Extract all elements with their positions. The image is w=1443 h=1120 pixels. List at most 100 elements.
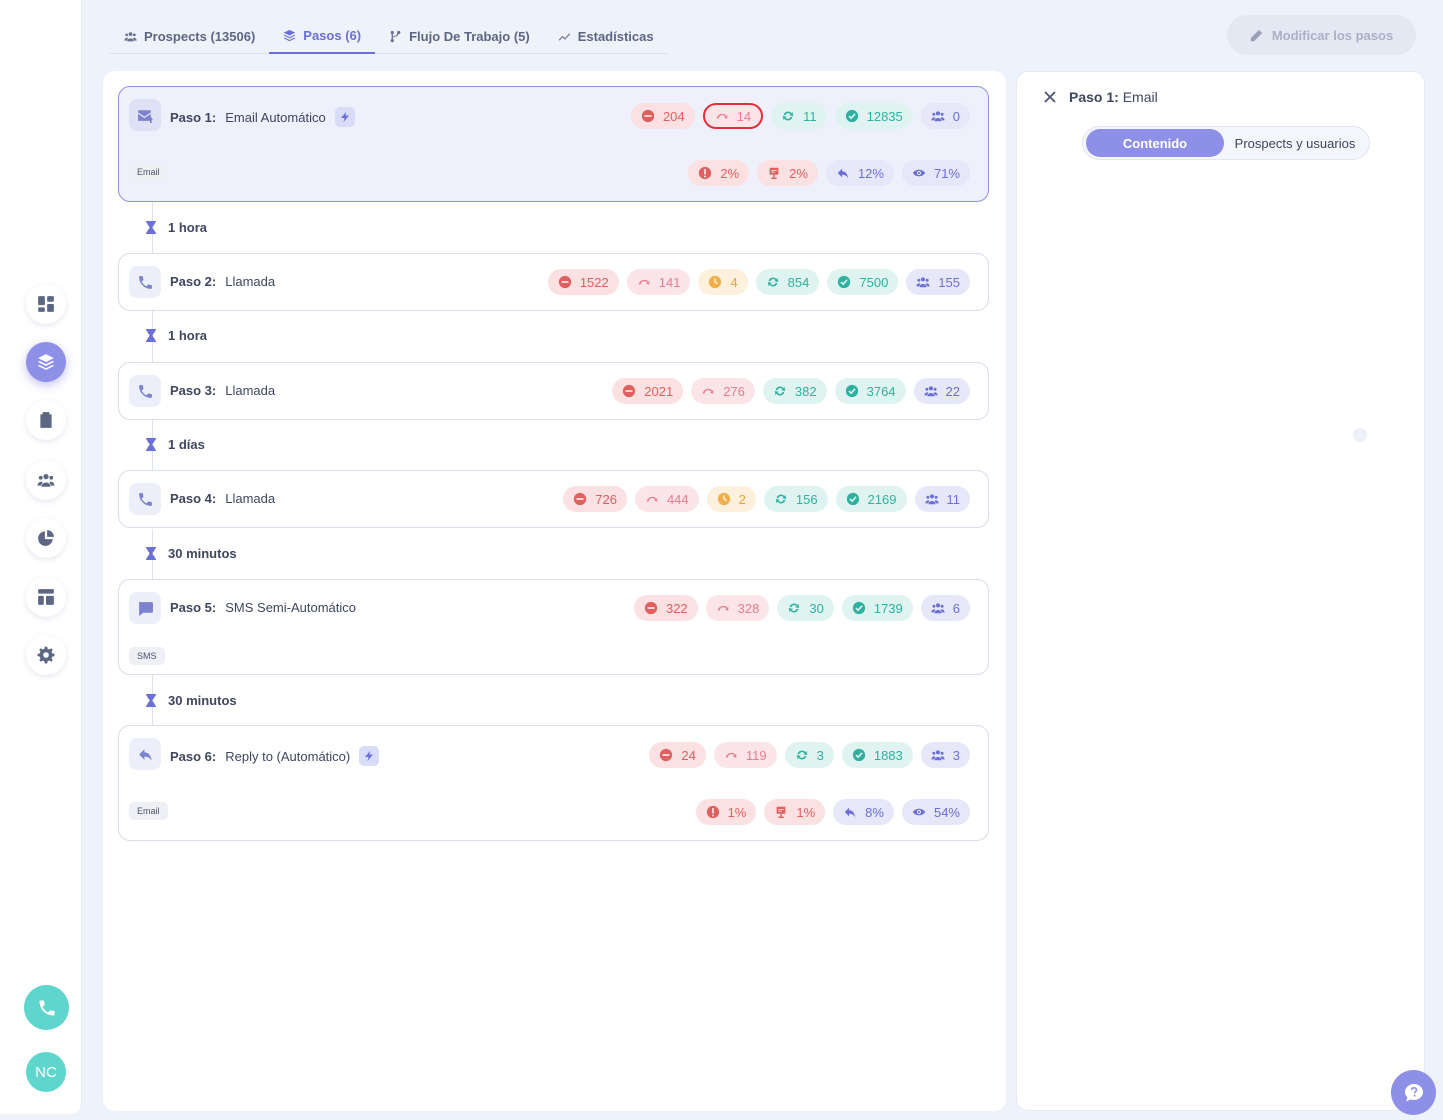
sidebar-item-dashboard[interactable] [26, 284, 66, 324]
step-card-6[interactable]: Paso 6: Reply to (Automático) Email 24 1… [118, 725, 989, 841]
tab-stats[interactable]: Estadísticas [544, 18, 668, 54]
rate-reply[interactable]: 8% [833, 799, 894, 825]
stat-skipped[interactable]: 14 [702, 103, 764, 129]
tab-label: Prospects (13506) [144, 28, 256, 44]
minus-icon [573, 492, 587, 506]
step-card-1[interactable]: Paso 1: Email Automático Email 204 14 11… [118, 86, 989, 202]
step-prefix: Paso 5: [170, 600, 217, 615]
stat-prospects[interactable]: 155 [906, 269, 970, 295]
stat-completed[interactable]: 1883 [841, 742, 913, 768]
rate-error[interactable]: 1% [695, 799, 757, 825]
step-name: Llamada [225, 274, 276, 289]
users-icon [931, 109, 945, 123]
step-prefix: Paso 3: [170, 383, 217, 398]
tab-prospects[interactable]: Prospects (13506) [110, 18, 269, 54]
users-icon [931, 748, 945, 762]
hourglass-icon [146, 329, 156, 342]
step-stats: 204 14 11 12835 0 [630, 103, 970, 129]
users-icon [37, 474, 55, 487]
stat-completed[interactable]: 3764 [834, 378, 906, 404]
stat-failed[interactable]: 2021 [612, 378, 684, 404]
rate-error[interactable]: 2% [688, 160, 750, 186]
step-title: Paso 4: Llamada [170, 491, 275, 506]
stat-in-progress[interactable]: 854 [755, 269, 820, 295]
rate-bounce[interactable]: 1% [764, 799, 826, 825]
hourglass-icon [146, 694, 156, 707]
stat-failed[interactable]: 1522 [547, 269, 619, 295]
sidebar-item-sequences[interactable] [26, 342, 66, 382]
stat-prospects[interactable]: 22 [913, 378, 970, 404]
stat-failed[interactable]: 204 [630, 103, 695, 129]
sidebar-item-tasks[interactable] [26, 400, 66, 440]
help-chat-icon [1404, 1083, 1423, 1101]
step-name: Llamada [225, 491, 276, 506]
segment-prospects-users[interactable]: Prospects y usuarios [1234, 135, 1356, 151]
stat-prospects[interactable]: 3 [920, 742, 970, 768]
sidebar-item-settings[interactable] [26, 635, 66, 675]
layers-icon [284, 29, 296, 41]
segment-content[interactable]: Contenido [1086, 129, 1224, 157]
modify-steps-button[interactable]: Modificar los pasos [1227, 15, 1416, 55]
sidebar-item-contacts[interactable] [26, 460, 66, 500]
step-card-3[interactable]: Paso 3: Llamada 2021 276 382 3764 22 [118, 362, 989, 420]
step-card-5[interactable]: Paso 5: SMS Semi-Automático SMS 322 328 … [118, 579, 989, 675]
stat-skipped[interactable]: 444 [634, 486, 699, 512]
rate-value: 1% [727, 804, 747, 820]
rate-open[interactable]: 71% [901, 160, 970, 186]
stat-in-progress[interactable]: 3 [784, 742, 834, 768]
stat-failed[interactable]: 726 [563, 486, 627, 512]
stat-completed[interactable]: 2169 [835, 486, 907, 512]
dialer-button[interactable] [24, 985, 69, 1030]
minus-icon [659, 748, 673, 762]
minus-icon [644, 601, 658, 615]
rate-value: 12% [857, 165, 884, 181]
trend-icon [558, 32, 570, 41]
step-card-2[interactable]: Paso 2: Llamada 1522 141 4 854 7500 155 [118, 253, 989, 311]
step-stats: 726 444 2 156 2169 11 [563, 486, 970, 512]
stat-failed[interactable]: 322 [633, 595, 698, 621]
sidebar-item-reports[interactable] [26, 518, 66, 558]
step-card-4[interactable]: Paso 4: Llamada 726 444 2 156 2169 11 [118, 470, 989, 528]
stat-in-progress[interactable]: 11 [771, 103, 827, 129]
tab-label: Flujo De Trabajo (5) [409, 28, 530, 44]
detail-title-name: Email [1122, 89, 1158, 105]
stat-failed[interactable]: 24 [649, 742, 706, 768]
stat-value: 204 [662, 108, 685, 124]
bolt-icon [340, 112, 349, 122]
stat-value: 12835 [866, 108, 903, 124]
tab-workflow[interactable]: Flujo De Trabajo (5) [375, 18, 544, 54]
stat-in-progress[interactable]: 30 [777, 595, 834, 621]
stat-pending[interactable]: 2 [706, 486, 756, 512]
stat-pending[interactable]: 4 [698, 269, 748, 295]
stat-completed[interactable]: 12835 [834, 103, 913, 129]
stat-in-progress[interactable]: 156 [763, 486, 828, 512]
tab-label: Pasos (6) [303, 27, 362, 43]
step-stats: 24 119 3 1883 3 [649, 742, 970, 768]
stat-prospects[interactable]: 11 [914, 486, 970, 512]
clock-icon [717, 492, 731, 506]
stat-skipped[interactable]: 276 [691, 378, 755, 404]
loading-dot [1353, 428, 1367, 442]
rate-bounce[interactable]: 2% [757, 160, 818, 186]
avatar[interactable]: NC [26, 1052, 66, 1092]
close-icon[interactable] [1043, 90, 1057, 104]
step-title: Paso 6: Reply to (Automático) [170, 746, 380, 766]
help-chat-button[interactable] [1391, 1070, 1436, 1115]
stat-skipped[interactable]: 328 [705, 595, 770, 621]
stat-prospects[interactable]: 6 [920, 595, 970, 621]
sidebar-item-templates[interactable] [26, 577, 66, 617]
stat-prospects[interactable]: 0 [920, 103, 970, 129]
stat-value: 322 [665, 600, 688, 616]
rate-reply[interactable]: 12% [825, 160, 894, 186]
stat-skipped[interactable]: 119 [713, 742, 777, 768]
stat-value: 11 [803, 108, 817, 124]
bounce-icon [774, 805, 788, 819]
stat-skipped[interactable]: 141 [626, 269, 691, 295]
alert-icon [698, 166, 712, 180]
tab-steps[interactable]: Pasos (6) [269, 18, 376, 54]
rate-open[interactable]: 54% [901, 799, 970, 825]
stat-completed[interactable]: 7500 [827, 269, 899, 295]
stat-completed[interactable]: 1739 [841, 595, 913, 621]
stat-in-progress[interactable]: 382 [762, 378, 827, 404]
sidebar: NC [0, 0, 82, 1114]
